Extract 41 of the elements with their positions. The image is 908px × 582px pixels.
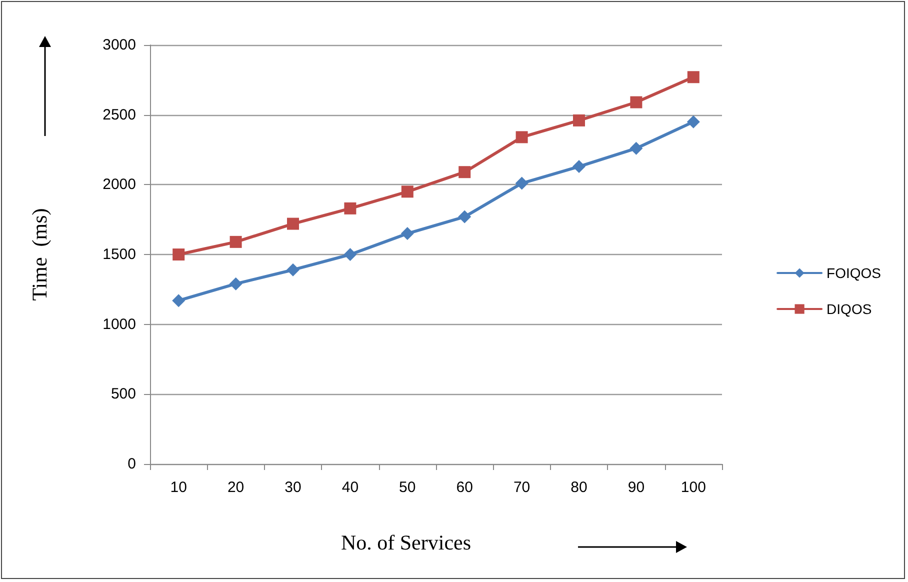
x-tick-label: 90	[628, 479, 645, 496]
x-tick-label: 60	[456, 479, 473, 496]
point	[229, 277, 242, 290]
legend-label: DIQOS	[826, 301, 872, 317]
legend-label: FOIQOS	[826, 265, 882, 281]
x-tick-label: 50	[399, 479, 416, 496]
point	[573, 114, 585, 126]
x-tick-label: 10	[170, 479, 187, 496]
point	[401, 186, 414, 198]
y-tick-label: 2500	[102, 106, 136, 124]
x-tick-label: 40	[342, 479, 359, 496]
x-tick-label: 30	[284, 479, 302, 496]
point	[687, 71, 700, 84]
point	[172, 248, 185, 260]
point	[400, 227, 414, 240]
y-tick-label: 500	[110, 386, 136, 403]
point	[458, 210, 472, 224]
point	[172, 294, 186, 308]
y-tick-label: 2000	[102, 176, 136, 194]
point	[230, 236, 242, 248]
point	[572, 160, 586, 174]
point	[630, 96, 642, 108]
point	[286, 263, 300, 276]
point	[344, 248, 357, 261]
x-tick-label: 80	[570, 479, 588, 496]
y-tick-label: 3000	[102, 36, 136, 54]
y-tick-label: 1000	[102, 316, 136, 333]
point	[630, 142, 643, 155]
x-axis-title: No. of Services	[340, 530, 472, 554]
point	[458, 166, 471, 178]
y-axis-title: Time (ms)	[28, 208, 52, 301]
y-tick-label: 1500	[102, 246, 136, 263]
y-tick-label: 0	[128, 456, 136, 472]
point	[287, 218, 299, 230]
point	[686, 115, 700, 128]
point	[515, 176, 528, 190]
x-tick-label: 20	[227, 479, 244, 496]
point	[516, 131, 528, 144]
point	[344, 202, 356, 214]
x-tick-label: 70	[513, 479, 530, 496]
x-tick-label: 100	[680, 479, 706, 496]
